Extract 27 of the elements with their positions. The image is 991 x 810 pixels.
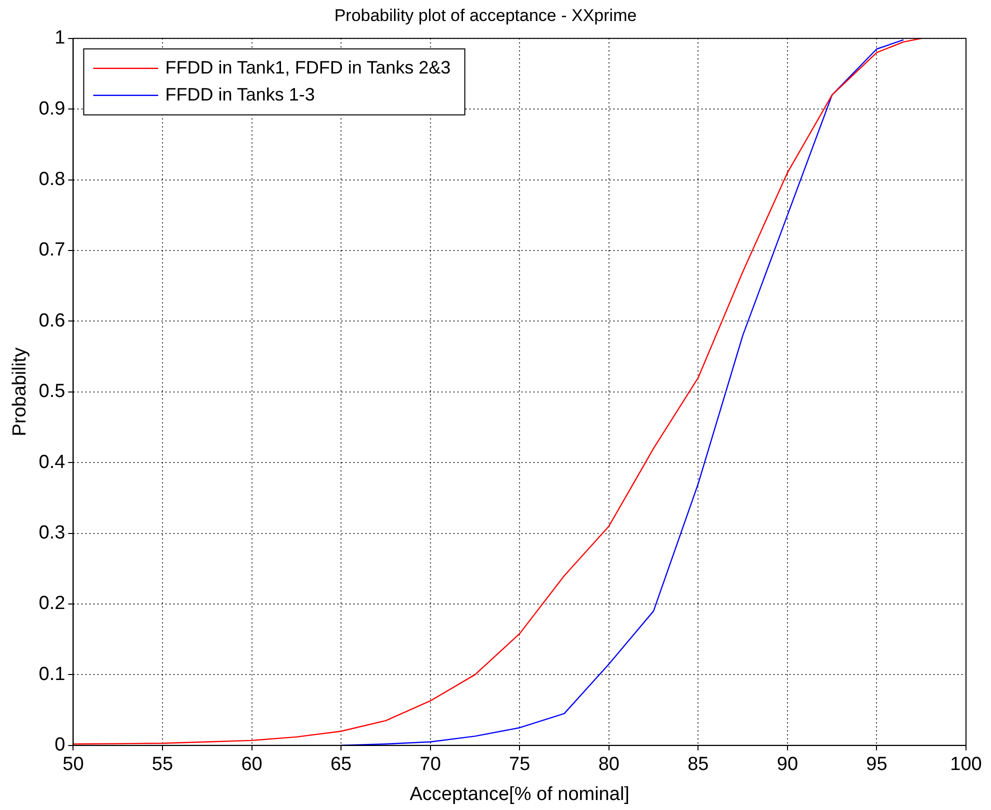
x-tick-label: 70 bbox=[420, 754, 441, 776]
x-tick-label: 75 bbox=[509, 754, 530, 776]
x-axis-title: Acceptance[% of nominal] bbox=[410, 784, 630, 805]
x-tick-label: 60 bbox=[241, 754, 262, 776]
y-tick-label: 0.2 bbox=[38, 593, 66, 614]
y-tick-label: 0 bbox=[54, 734, 66, 756]
y-tick-label: 0.9 bbox=[38, 98, 66, 120]
x-tick-label: 80 bbox=[598, 754, 620, 776]
x-tick-label: 100 bbox=[950, 754, 982, 776]
x-tick-label: 50 bbox=[62, 754, 84, 776]
y-tick-label: 0.8 bbox=[38, 169, 66, 190]
x-tick-label: 65 bbox=[330, 754, 352, 776]
y-tick-label: 0.7 bbox=[38, 240, 66, 261]
y-tick-label: 0.3 bbox=[38, 522, 66, 544]
x-tick-label: 85 bbox=[688, 754, 709, 776]
chart-title: Probability plot of acceptance - XXprime bbox=[334, 6, 637, 25]
y-tick-label: 0.5 bbox=[38, 381, 66, 402]
legend-label: FFDD in Tank1, FDFD in Tanks 2&3 bbox=[165, 57, 451, 78]
y-tick-label: 0.1 bbox=[38, 664, 66, 685]
y-axis-title: Probability bbox=[10, 347, 31, 436]
y-tick-label: 0.6 bbox=[38, 310, 66, 332]
x-tick-label: 55 bbox=[152, 754, 174, 776]
y-tick-label: 1 bbox=[54, 28, 66, 49]
y-tick-label: 0.4 bbox=[38, 452, 66, 473]
x-tick-label: 95 bbox=[866, 754, 888, 776]
x-tick-label: 90 bbox=[776, 754, 798, 776]
legend-label: FFDD in Tanks 1-3 bbox=[165, 84, 315, 104]
